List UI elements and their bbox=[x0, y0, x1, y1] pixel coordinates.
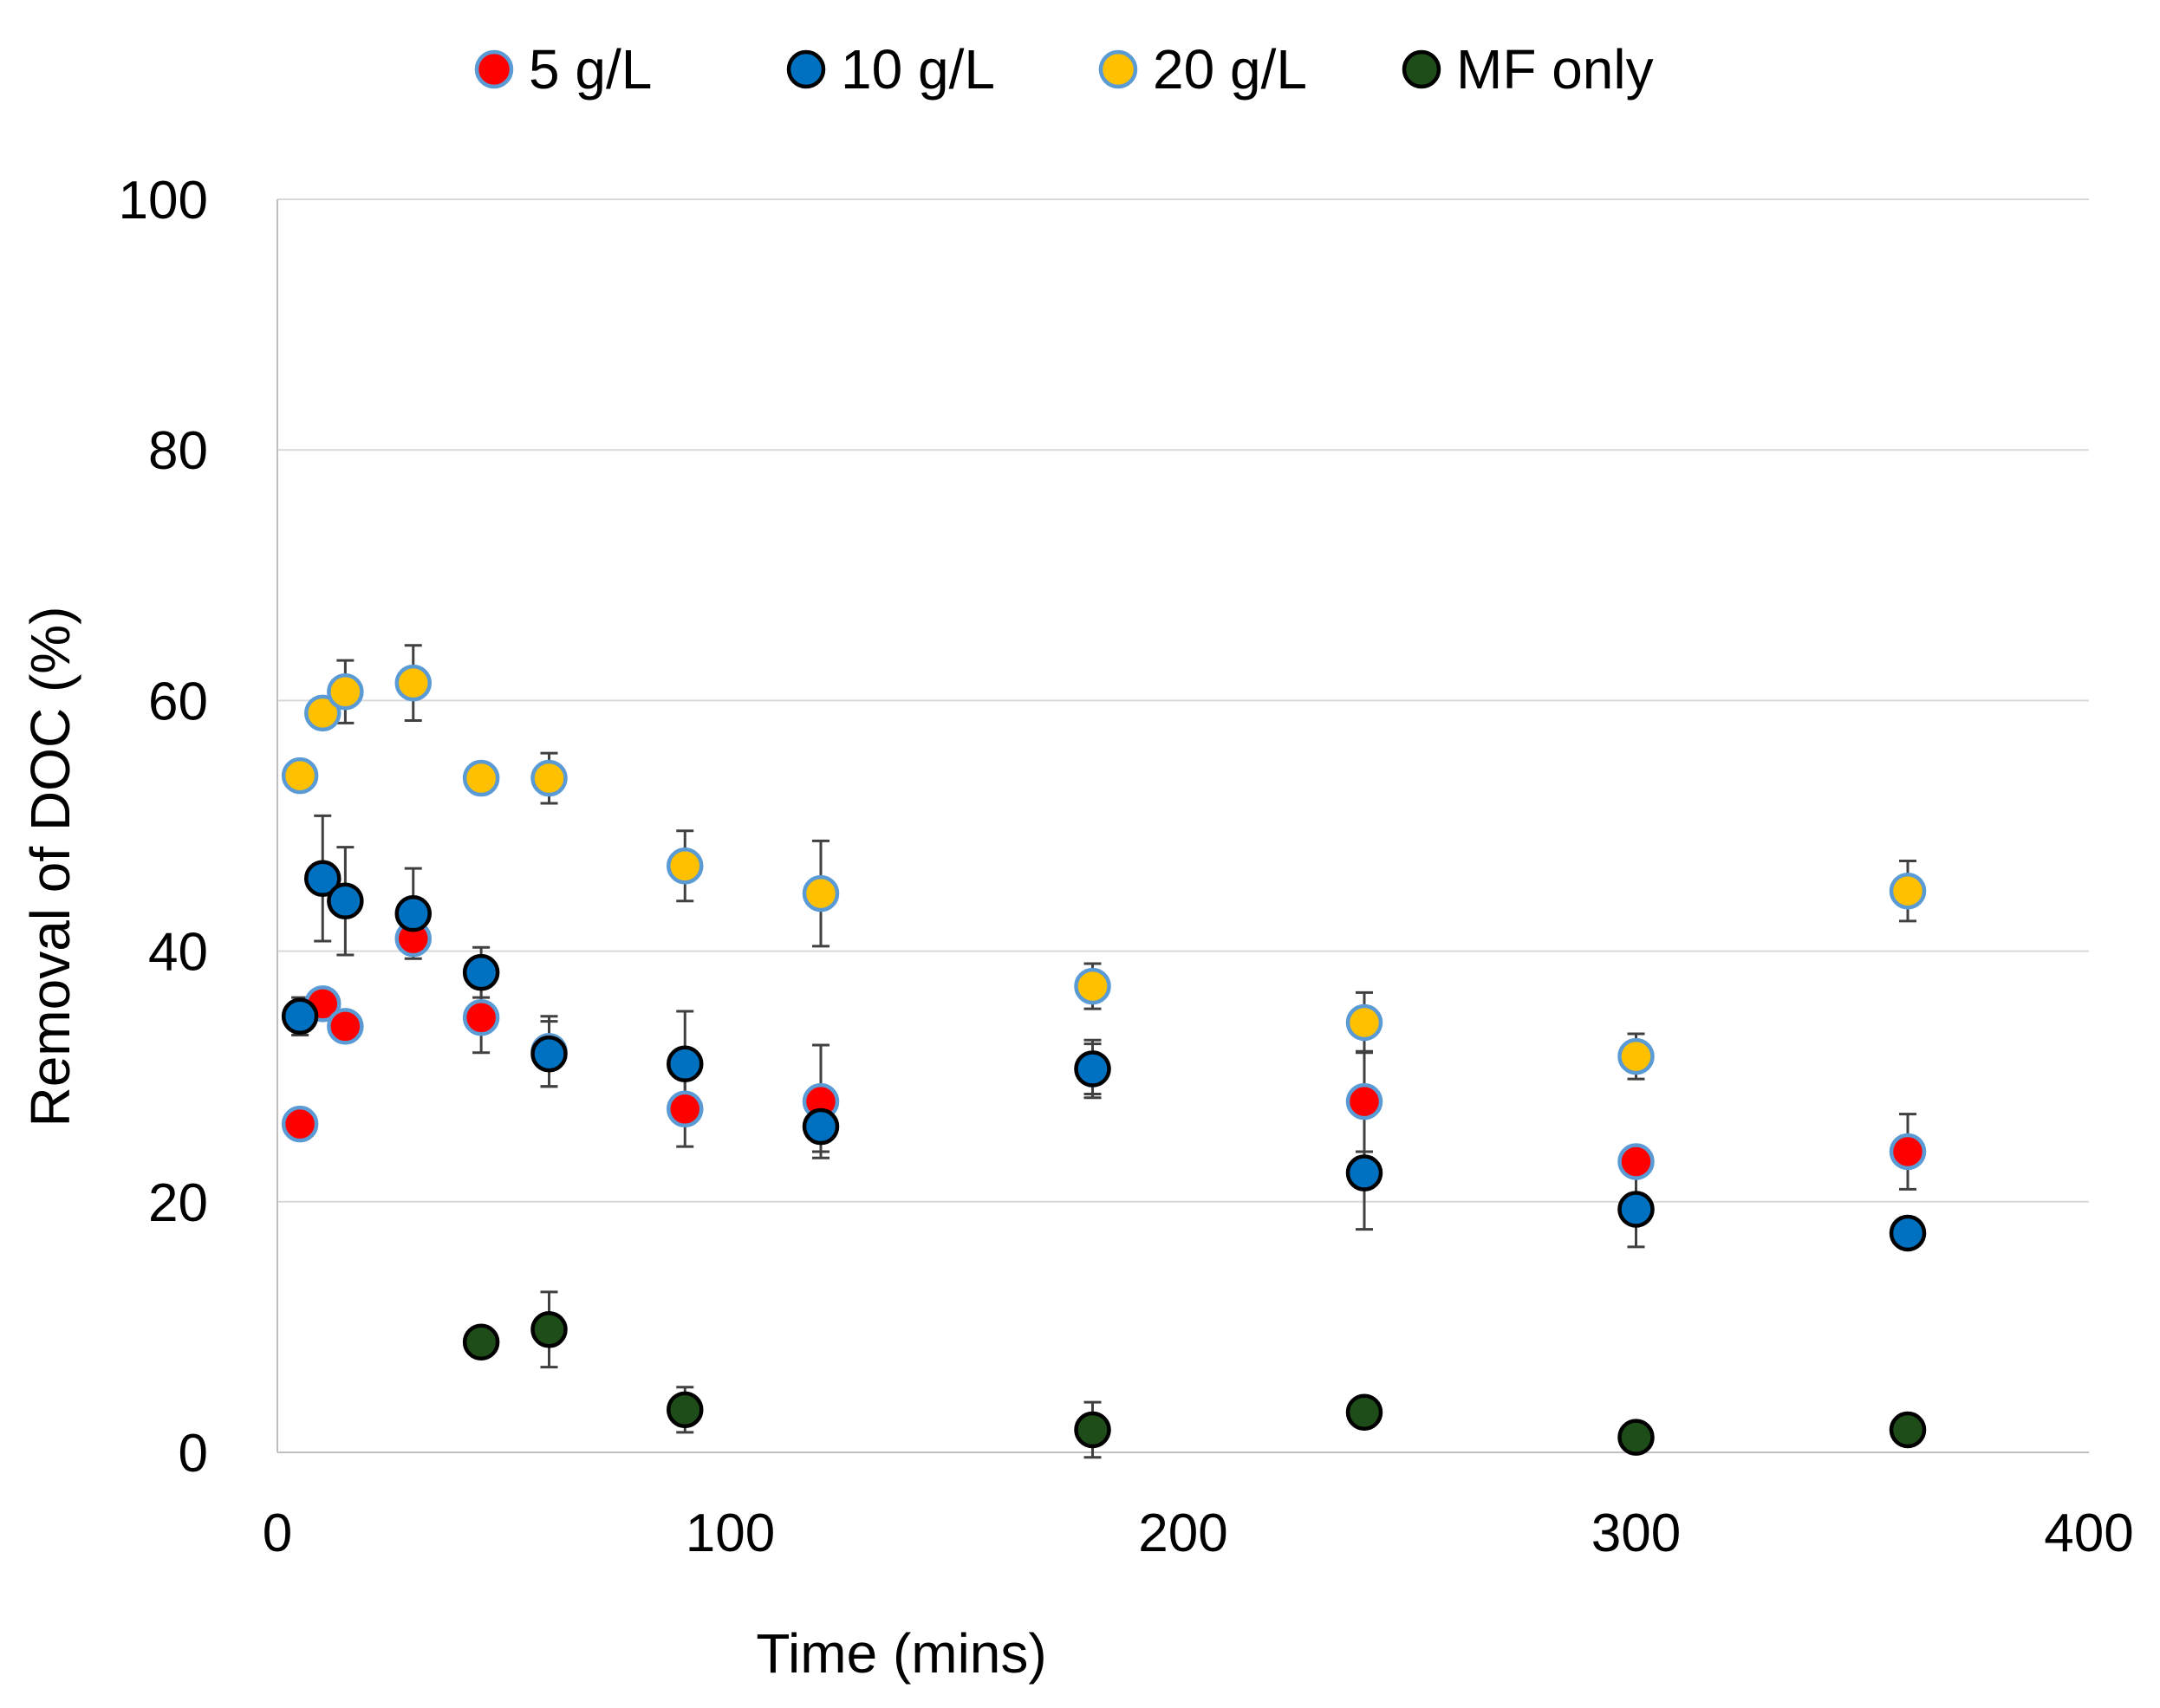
point-20-g-l bbox=[462, 759, 500, 797]
y-tick-label: 20 bbox=[148, 1173, 208, 1233]
point-20-g-l bbox=[304, 694, 342, 732]
point-20-g-l bbox=[530, 759, 568, 797]
legend-marker-5-g-l bbox=[474, 49, 514, 89]
point-20-g-l bbox=[1889, 872, 1927, 910]
legend-entry-20-g-l: 20 g/L bbox=[1098, 38, 1307, 101]
y-tick-label: 0 bbox=[179, 1424, 208, 1484]
legend-marker-20-g-l bbox=[1098, 49, 1138, 89]
y-tick-label: 100 bbox=[119, 171, 208, 231]
point-10-g-l bbox=[394, 894, 432, 932]
point-20-g-l bbox=[281, 757, 319, 795]
point-10-g-l bbox=[1345, 1154, 1383, 1192]
point-10-g-l bbox=[530, 1035, 568, 1073]
point-20-g-l bbox=[327, 673, 364, 711]
y-axis-title: Removal of DOC (%) bbox=[19, 607, 81, 1127]
y-tick-label: 80 bbox=[148, 421, 208, 481]
x-tick-label: 300 bbox=[1591, 1503, 1681, 1563]
tick-labels: 0 20 40 60 80 100 0 100 200 300 400 bbox=[119, 171, 2134, 1563]
point-10-g-l bbox=[1617, 1191, 1655, 1228]
x-tick-label: 0 bbox=[263, 1503, 292, 1563]
y-tick-label: 60 bbox=[148, 672, 208, 731]
legend-label-10-g-l: 10 g/L bbox=[841, 38, 995, 101]
point-5-g-l bbox=[281, 1105, 319, 1143]
x-tick-label: 100 bbox=[686, 1503, 775, 1563]
point-mf-only bbox=[530, 1311, 568, 1348]
axes bbox=[277, 199, 2089, 1453]
point-5-g-l bbox=[1345, 1082, 1383, 1120]
point-5-g-l bbox=[1889, 1133, 1927, 1171]
point-20-g-l bbox=[1345, 1003, 1383, 1042]
x-tick-label: 400 bbox=[2044, 1503, 2133, 1563]
point-5-g-l bbox=[667, 1090, 704, 1128]
point-10-g-l bbox=[327, 882, 364, 920]
point-5-g-l bbox=[1617, 1143, 1655, 1180]
point-20-g-l bbox=[667, 848, 704, 885]
legend-label-20-g-l: 20 g/L bbox=[1153, 38, 1307, 101]
point-10-g-l bbox=[1074, 1050, 1111, 1088]
point-10-g-l bbox=[462, 953, 500, 991]
point-20-g-l bbox=[802, 874, 840, 912]
point-5-g-l bbox=[327, 1008, 364, 1045]
point-10-g-l bbox=[1889, 1214, 1927, 1252]
legend-label-mf-only: MF only bbox=[1456, 38, 1654, 101]
gridlines bbox=[277, 198, 2089, 1203]
legend-marker-10-g-l bbox=[786, 49, 826, 89]
point-mf-only bbox=[1345, 1393, 1383, 1431]
point-20-g-l bbox=[1617, 1037, 1655, 1075]
point-5-g-l bbox=[462, 998, 500, 1036]
point-10-g-l bbox=[802, 1107, 840, 1146]
x-tick-label: 200 bbox=[1138, 1503, 1227, 1563]
point-mf-only bbox=[1617, 1419, 1655, 1456]
point-mf-only bbox=[667, 1391, 704, 1429]
point-10-g-l bbox=[667, 1045, 704, 1082]
x-axis-title: Time (mins) bbox=[756, 1622, 1046, 1685]
point-20-g-l bbox=[1074, 967, 1111, 1005]
legend-entry-5-g-l: 5 g/L bbox=[474, 38, 652, 101]
point-mf-only bbox=[462, 1323, 500, 1361]
point-10-g-l bbox=[281, 997, 319, 1036]
legend-marker-mf-only bbox=[1402, 49, 1441, 89]
point-mf-only bbox=[1889, 1411, 1927, 1449]
data-points bbox=[281, 664, 1927, 1456]
point-20-g-l bbox=[394, 664, 432, 702]
y-tick-label: 40 bbox=[148, 923, 208, 983]
legend: 5 g/L 10 g/L 20 g/L MF only bbox=[474, 38, 1654, 101]
point-10-g-l bbox=[304, 860, 342, 897]
legend-entry-mf-only: MF only bbox=[1402, 38, 1654, 101]
legend-label-5-g-l: 5 g/L bbox=[529, 38, 652, 101]
legend-entry-10-g-l: 10 g/L bbox=[786, 38, 995, 101]
point-mf-only bbox=[1074, 1411, 1111, 1449]
